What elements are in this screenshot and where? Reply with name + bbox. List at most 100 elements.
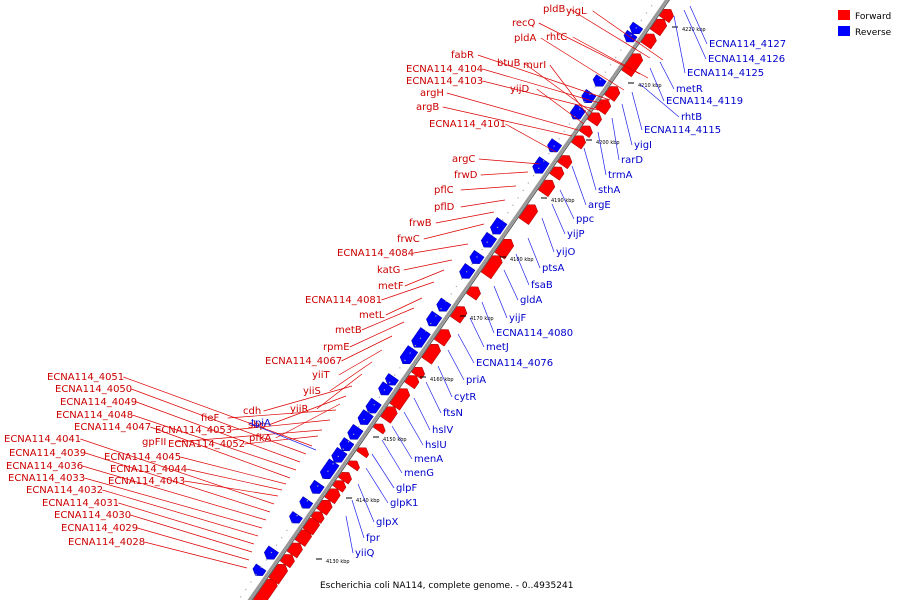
reverse-gene-label: ECNA114_4125 [687, 68, 764, 79]
forward-leader-line [505, 123, 557, 153]
scale-dot [466, 271, 468, 273]
forward-gene [465, 286, 481, 301]
reverse-gene [347, 423, 364, 440]
scale-dot [270, 551, 273, 554]
scale-dot [342, 448, 344, 450]
forward-gene-label: gpFII [142, 437, 166, 448]
forward-leader-line [423, 223, 485, 240]
forward-leader-line [381, 281, 435, 301]
forward-gene [578, 125, 593, 139]
scale-dot [491, 234, 493, 236]
map-title: Escherichia coli NA114, complete genome.… [320, 581, 573, 591]
scale-dot [291, 522, 293, 524]
forward-gene-label: yiiS [303, 386, 321, 397]
scale-dot [368, 411, 370, 413]
forward-leader-line [184, 480, 279, 497]
legend: Forward Reverse [838, 10, 892, 38]
forward-gene-label: ECNA114_4028 [68, 537, 145, 548]
feature-layer [247, 0, 674, 600]
forward-gene-label: ECNA114_4029 [61, 523, 138, 534]
reverse-leader-line [365, 467, 389, 504]
forward-gene [279, 554, 295, 569]
scale-dot [512, 204, 514, 206]
forward-gene-label: ECNA114_4044 [110, 464, 187, 475]
tick-label: 4150 kbp [383, 437, 407, 443]
reverse-gene [411, 327, 431, 348]
scale-dot [553, 145, 555, 147]
reverse-gene-label: tpiA [251, 418, 271, 429]
forward-leader-line [84, 477, 263, 529]
forward-leader-line [536, 88, 585, 125]
scale-dot [450, 293, 452, 295]
scale-dot [424, 330, 427, 332]
reverse-leader-line [481, 301, 495, 334]
reverse-gene-label: gldA [520, 295, 542, 306]
forward-leader-line [540, 37, 625, 91]
forward-gene [549, 166, 565, 181]
reverse-leader-line [631, 91, 643, 131]
scale-dot [275, 544, 278, 546]
reverse-gene-label: ptsA [542, 263, 564, 274]
scale-dot [430, 322, 432, 325]
forward-gene [404, 375, 420, 390]
scale-dot [286, 529, 288, 531]
reverse-leader-line [611, 117, 620, 161]
forward-leader-line [268, 395, 347, 426]
reverse-gene-label: yigI [634, 140, 652, 151]
scale-dot [502, 219, 504, 221]
scale-dot [594, 86, 596, 88]
forward-gene-label: btuB [497, 58, 521, 69]
forward-leader-line [349, 321, 405, 348]
forward-leader-line [137, 527, 250, 561]
scale-dot [645, 12, 648, 14]
scale-dot [383, 389, 386, 391]
forward-leader-line [244, 435, 319, 445]
forward-gene-label: ECNA114_4103 [406, 76, 483, 87]
forward-leader-line [435, 211, 495, 224]
reverse-gene-label: yijO [556, 247, 575, 258]
reverse-leader-line [493, 285, 508, 319]
forward-leader-line [338, 349, 383, 376]
forward-leader-line [80, 438, 275, 505]
reverse-leader-line [503, 269, 519, 301]
scale-dot [455, 285, 458, 288]
scale-dot [579, 108, 581, 110]
forward-gene-label: argB [416, 102, 439, 113]
reverse-leader-line [559, 189, 575, 220]
scale-dot [635, 27, 637, 29]
forward-gene-label: ECNA114_4050 [55, 384, 132, 395]
forward-gene-label: ECNA114_4045 [104, 452, 181, 463]
scale-dot [332, 463, 334, 465]
scale-dot [640, 19, 642, 22]
reverse-gene [623, 29, 638, 43]
reverse-gene [490, 217, 508, 235]
forward-gene-label: ECNA114_4051 [47, 372, 124, 383]
forward-leader-line [460, 199, 506, 208]
reverse-gene-label: ECNA114_4119 [666, 96, 743, 107]
scale-dot [440, 308, 442, 310]
forward-leader-line [136, 401, 301, 463]
scale-dot [317, 485, 319, 487]
forward-leader-line [549, 64, 591, 119]
reverse-leader-line [649, 67, 665, 102]
forward-gene [372, 423, 386, 435]
forward-gene-label: ECNA114_4030 [54, 510, 131, 521]
forward-gene [480, 255, 503, 280]
reverse-gene [289, 510, 303, 524]
scale-dot [615, 56, 617, 59]
scale-dot [609, 64, 612, 66]
reverse-gene [436, 297, 452, 312]
forward-gene-label: pldA [514, 33, 536, 44]
reverse-gene [378, 381, 394, 396]
reverse-gene [252, 563, 267, 576]
forward-gene [332, 480, 347, 493]
scale-dot [507, 212, 509, 214]
scale-dot [414, 345, 416, 347]
forward-gene-label: pldB [543, 4, 565, 15]
reverse-gene-label: ECNA114_4115 [644, 125, 721, 136]
forward-gene [518, 204, 539, 226]
forward-gene-label: murI [523, 60, 546, 71]
scale-dot [486, 241, 488, 243]
reverse-gene-label: metJ [486, 342, 509, 353]
scale-dot [481, 248, 483, 251]
